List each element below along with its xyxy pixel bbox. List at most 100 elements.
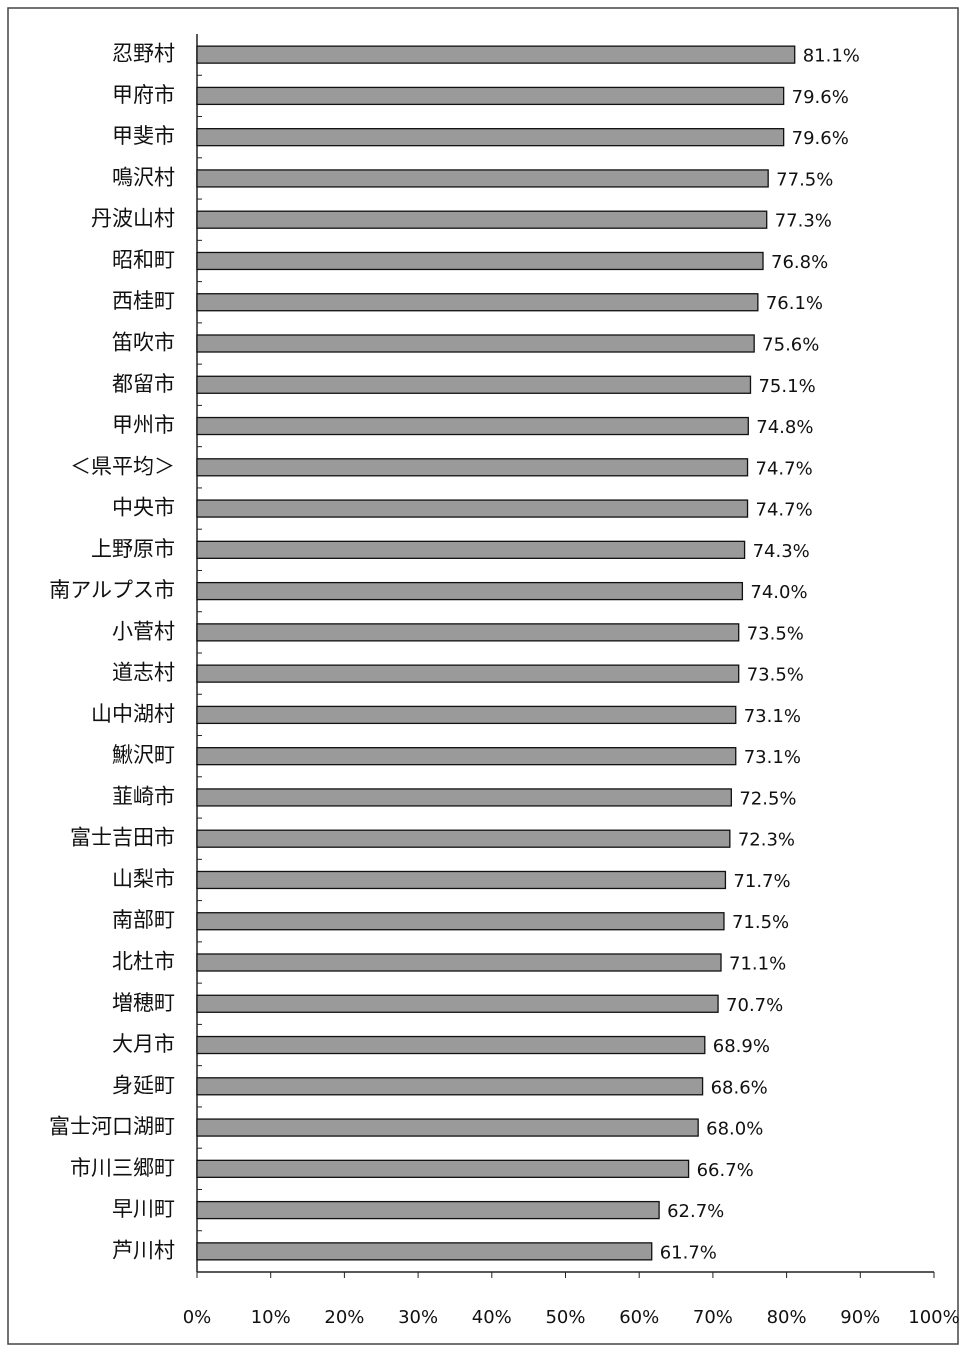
value-label: 75.1% [758, 376, 815, 397]
y-tick-label: 南アルプス市 [49, 578, 175, 602]
value-label: 77.3% [775, 211, 832, 232]
bar [196, 293, 759, 312]
x-tick-label: 100% [908, 1307, 959, 1328]
bar [196, 1159, 690, 1178]
bar [196, 1118, 699, 1137]
bar [196, 623, 740, 642]
bar [196, 540, 746, 559]
y-tick-label: 西桂町 [112, 289, 175, 313]
value-label: 74.7% [756, 500, 813, 521]
value-label: 72.3% [738, 830, 795, 851]
value-label: 75.6% [762, 335, 819, 356]
bar [196, 128, 785, 147]
value-label: 71.7% [733, 871, 790, 892]
y-tick-label: 北杜市 [112, 950, 175, 974]
value-label: 74.3% [753, 541, 810, 562]
y-tick-label: 昭和町 [112, 248, 175, 272]
value-label: 62.7% [667, 1201, 724, 1222]
bar [196, 416, 749, 436]
bar [196, 953, 722, 972]
value-label: 74.0% [750, 582, 807, 603]
bar [196, 1200, 660, 1220]
y-tick-label: 甲府市 [112, 83, 175, 107]
y-tick-label: 鳴沢村 [112, 165, 175, 189]
value-label: 79.6% [792, 87, 849, 108]
y-tick-label: 山中湖村 [91, 702, 175, 726]
y-tick-label: 山梨市 [112, 867, 175, 891]
bar [196, 747, 737, 766]
value-label: 72.5% [739, 788, 796, 809]
y-tick-label: 丹波山村 [91, 207, 175, 231]
value-label: 73.5% [747, 665, 804, 686]
value-label: 61.7% [660, 1242, 717, 1263]
bar [196, 1077, 704, 1096]
y-tick-label: 中央市 [112, 496, 175, 520]
x-tick-label: 50% [545, 1307, 585, 1328]
bar [196, 210, 768, 229]
bar [196, 86, 785, 106]
y-tick-label: 大月市 [112, 1032, 175, 1056]
y-tick-label: 富士河口湖町 [49, 1115, 175, 1139]
bar [196, 499, 749, 518]
value-label: 81.1% [803, 46, 860, 67]
value-label: 66.7% [697, 1160, 754, 1181]
y-tick-label: 笛吹市 [112, 331, 175, 355]
y-tick-label: 早川町 [112, 1197, 175, 1221]
bar [196, 705, 737, 725]
x-tick-label: 30% [398, 1307, 438, 1328]
bar [196, 375, 752, 394]
bar [196, 334, 755, 353]
y-tick-label: 小菅村 [112, 619, 175, 643]
y-tick-label: 富士吉田市 [70, 826, 175, 850]
value-label: 79.6% [792, 128, 849, 149]
bar [196, 581, 744, 601]
bar [196, 45, 796, 64]
value-label: 74.8% [756, 417, 813, 438]
y-tick-label: 鰍沢町 [112, 743, 175, 767]
y-tick-label: ＜県平均＞ [70, 454, 175, 478]
y-tick-label: 南部町 [112, 908, 175, 932]
value-label: 68.9% [713, 1036, 770, 1057]
y-tick-label: 甲州市 [112, 413, 175, 437]
x-tick-label: 60% [619, 1307, 659, 1328]
value-label: 71.5% [732, 912, 789, 933]
x-tick-label: 90% [840, 1307, 880, 1328]
y-tick-label: 甲斐市 [112, 124, 175, 148]
x-tick-label: 70% [693, 1307, 733, 1328]
value-label: 70.7% [726, 995, 783, 1016]
bar [196, 458, 749, 477]
x-tick-label: 20% [324, 1307, 364, 1328]
y-tick-label: 韮崎市 [112, 784, 175, 808]
value-label: 76.1% [766, 293, 823, 314]
y-tick-label: 芦川村 [112, 1238, 175, 1262]
value-label: 71.1% [729, 954, 786, 975]
x-tick-label: 40% [472, 1307, 512, 1328]
value-label: 77.5% [776, 169, 833, 190]
bar [196, 169, 769, 188]
value-label: 68.0% [706, 1119, 763, 1140]
y-tick-label: 市川三郷町 [70, 1156, 175, 1180]
bar [196, 912, 725, 931]
bar [196, 788, 732, 807]
y-tick-label: 上野原市 [91, 537, 175, 561]
value-label: 73.1% [744, 706, 801, 727]
bar [196, 1242, 653, 1261]
value-label: 76.8% [771, 252, 828, 273]
y-tick-label: 道志村 [112, 661, 175, 685]
value-label: 68.6% [711, 1077, 768, 1098]
y-tick-label: 都留市 [112, 372, 175, 396]
bar [196, 251, 764, 271]
bar [196, 1035, 706, 1055]
value-label: 73.5% [747, 623, 804, 644]
value-label: 73.1% [744, 747, 801, 768]
value-label: 74.7% [756, 458, 813, 479]
x-tick-label: 10% [251, 1307, 291, 1328]
y-tick-label: 身延町 [112, 1073, 175, 1097]
bar [196, 664, 740, 683]
bar [196, 994, 719, 1013]
x-tick-label: 0% [183, 1307, 212, 1328]
y-tick-label: 増穂町 [112, 991, 175, 1015]
bar [196, 829, 731, 848]
y-tick-label: 忍野村 [112, 42, 175, 66]
